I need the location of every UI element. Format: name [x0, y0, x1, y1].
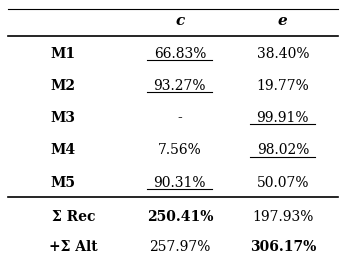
Text: +Σ Alt: +Σ Alt [49, 240, 98, 254]
Text: 257.97%: 257.97% [149, 240, 211, 254]
Text: 250.41%: 250.41% [147, 210, 213, 224]
Text: 50.07%: 50.07% [257, 176, 309, 190]
Text: 93.27%: 93.27% [154, 79, 206, 93]
Text: e: e [278, 14, 288, 28]
Text: M4: M4 [51, 143, 76, 157]
Text: 99.91%: 99.91% [257, 111, 309, 125]
Text: -: - [177, 111, 182, 125]
Text: 306.17%: 306.17% [250, 240, 316, 254]
Text: 197.93%: 197.93% [252, 210, 313, 224]
Text: Σ Rec: Σ Rec [52, 210, 95, 224]
Text: 66.83%: 66.83% [154, 47, 206, 60]
Text: 19.77%: 19.77% [256, 79, 309, 93]
Text: M3: M3 [51, 111, 76, 125]
Text: 38.40%: 38.40% [257, 47, 309, 60]
Text: M2: M2 [51, 79, 76, 93]
Text: c: c [175, 14, 184, 28]
Text: 90.31%: 90.31% [154, 176, 206, 190]
Text: 7.56%: 7.56% [158, 143, 202, 157]
Text: M1: M1 [51, 47, 76, 60]
Text: M5: M5 [51, 176, 76, 190]
Text: 98.02%: 98.02% [257, 143, 309, 157]
